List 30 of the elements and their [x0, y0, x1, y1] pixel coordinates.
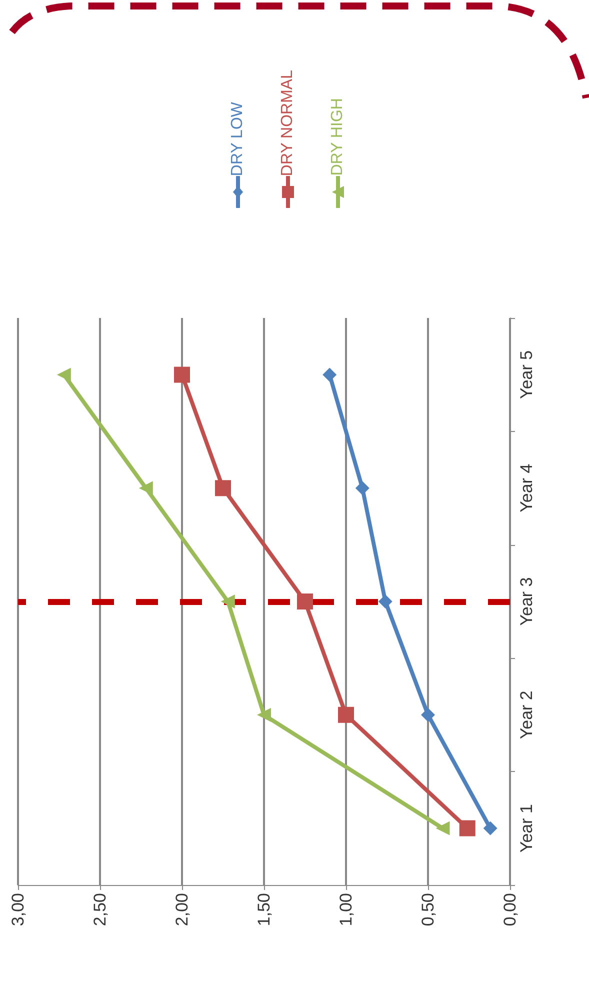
- y-tick-label: Year 4: [517, 464, 536, 512]
- point: [459, 820, 476, 836]
- text: DRY LOW: [228, 102, 247, 176]
- x-tick-label: 0,50: [418, 893, 438, 926]
- point: [436, 821, 450, 836]
- point: [322, 368, 337, 382]
- point: [483, 821, 498, 836]
- y-tick-label: Year 2: [517, 690, 536, 740]
- point: [215, 480, 231, 496]
- x-tick-label: 1,00: [336, 893, 356, 926]
- point: [355, 481, 370, 496]
- x-tick-label: 0,00: [500, 893, 520, 926]
- y-tick-label: Year 1: [517, 804, 536, 853]
- point: [297, 594, 313, 610]
- y-tick-label: Year 5: [517, 350, 536, 399]
- point: [257, 708, 271, 722]
- x-tick-label: 1,50: [254, 893, 274, 926]
- point: [421, 708, 435, 722]
- point: [220, 594, 235, 608]
- point: [338, 706, 354, 723]
- point: [378, 594, 392, 608]
- x-tick-label: 2,50: [90, 893, 110, 926]
- y-tick-label: Year 3: [517, 577, 536, 626]
- x-tick-label: 2,00: [172, 893, 192, 926]
- point: [56, 368, 71, 382]
- point: [138, 481, 153, 496]
- text: DRY HIGH: [328, 98, 347, 176]
- point: [174, 366, 190, 383]
- x-tick-label: 3,00: [8, 893, 28, 926]
- text: DRY NORMAL: [278, 70, 297, 176]
